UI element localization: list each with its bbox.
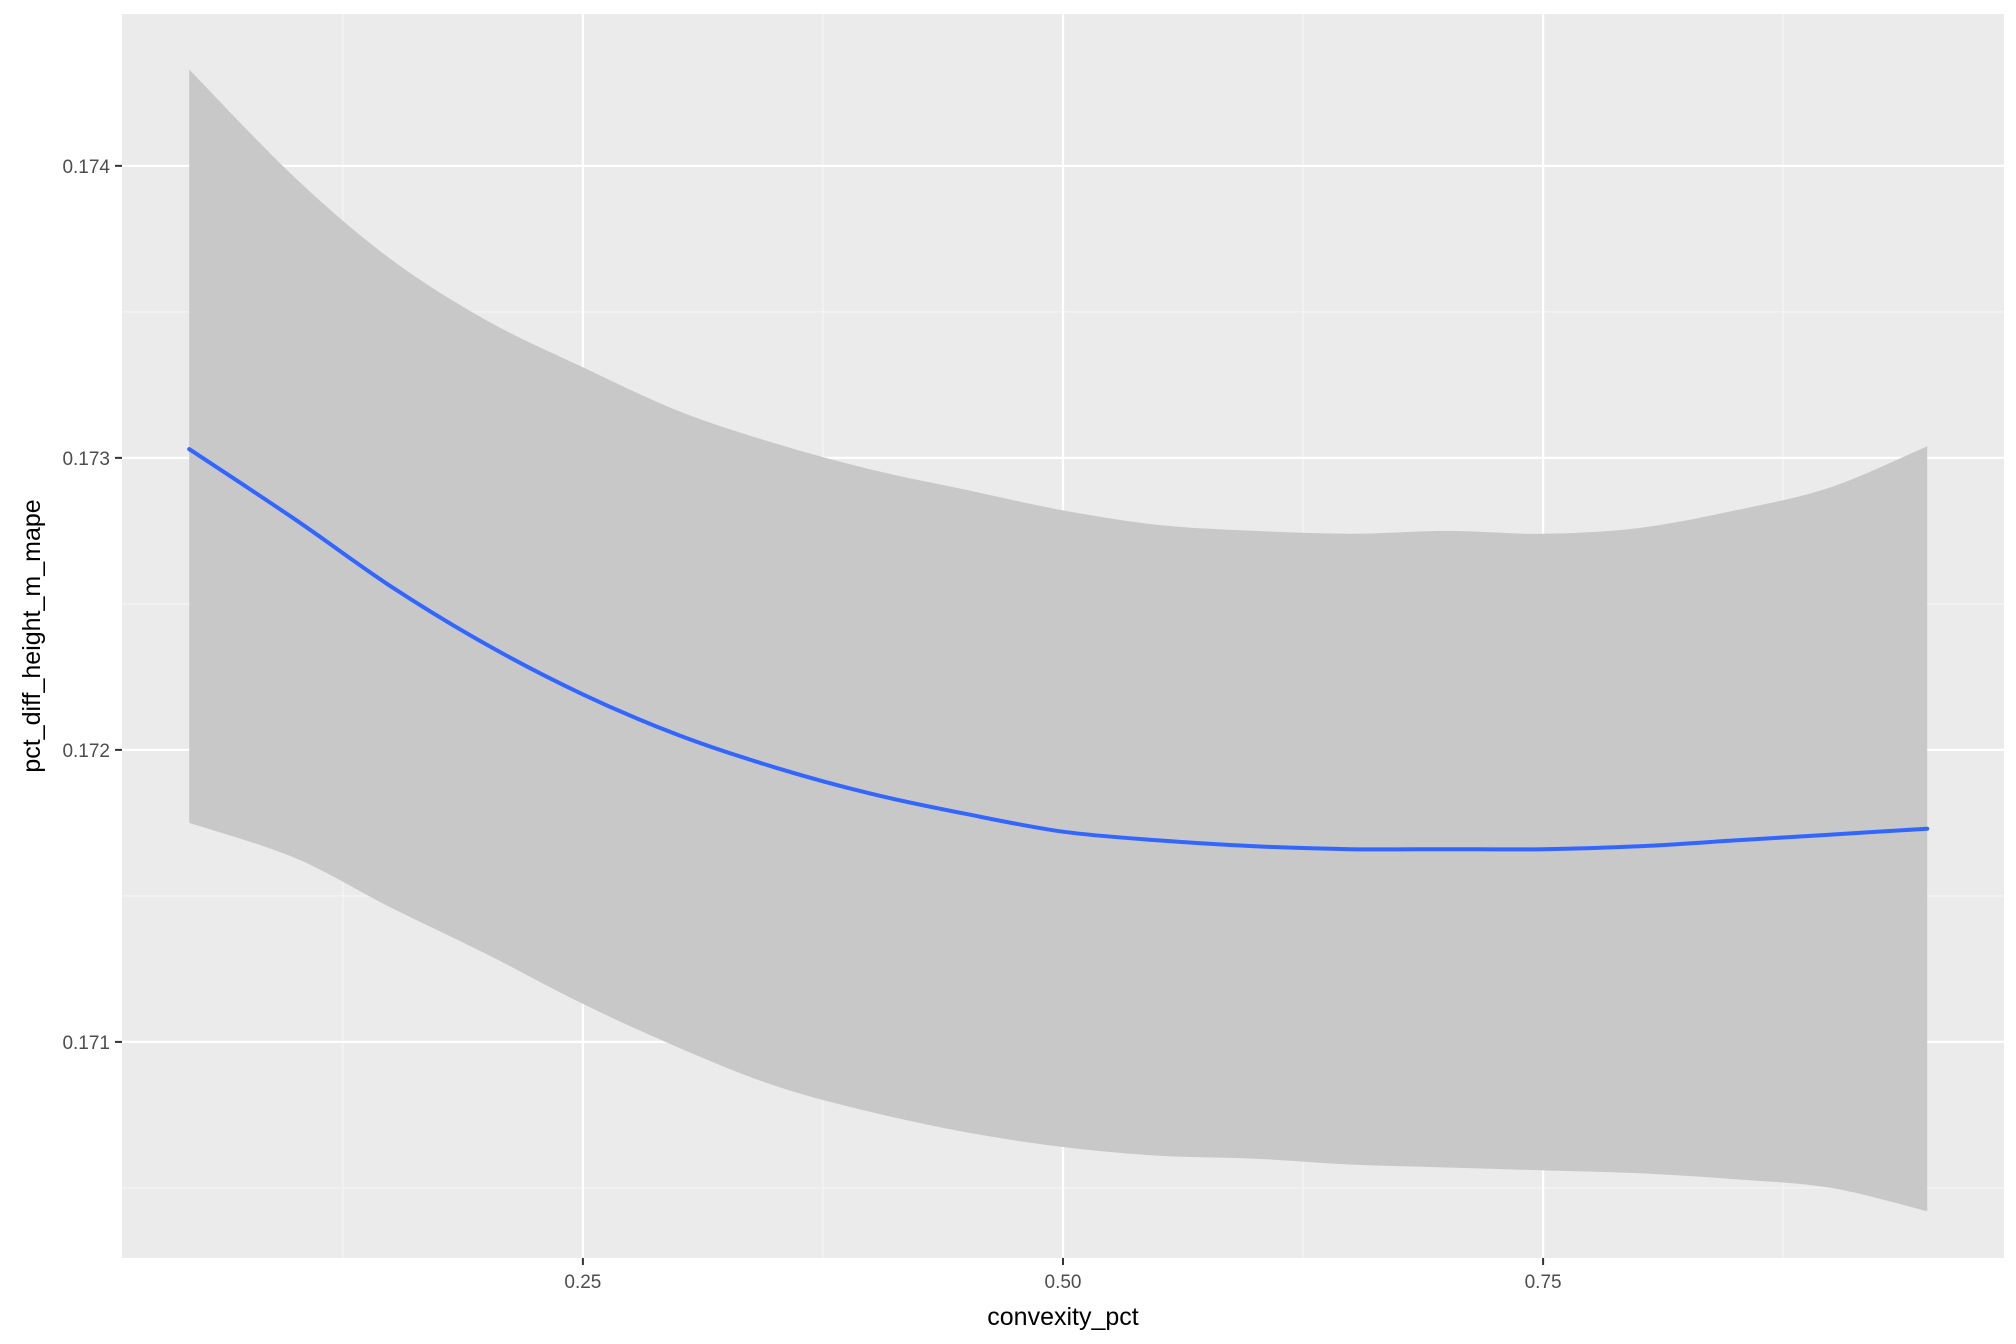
x-tick-label: 0.75 [1525, 1272, 1562, 1293]
y-tick-label: 0.174 [62, 157, 110, 178]
x-axis: 0.25 0.50 0.75 [564, 1258, 1562, 1293]
smooth-line [187, 447, 1930, 852]
y-tick-label: 0.172 [62, 741, 110, 762]
x-axis-title: convexity_pct [987, 1303, 1139, 1331]
y-tick-label: 0.171 [62, 1033, 110, 1054]
series-layer [187, 69, 1930, 1212]
x-tick-label: 0.50 [1045, 1272, 1082, 1293]
y-tick-label: 0.173 [62, 449, 110, 470]
confidence-band [189, 69, 1928, 1212]
y-axis-title: pct_diff_height_m_mape [18, 499, 46, 772]
x-tick-label: 0.25 [564, 1272, 601, 1293]
y-axis: 0.171 0.172 0.173 0.174 [62, 157, 122, 1054]
